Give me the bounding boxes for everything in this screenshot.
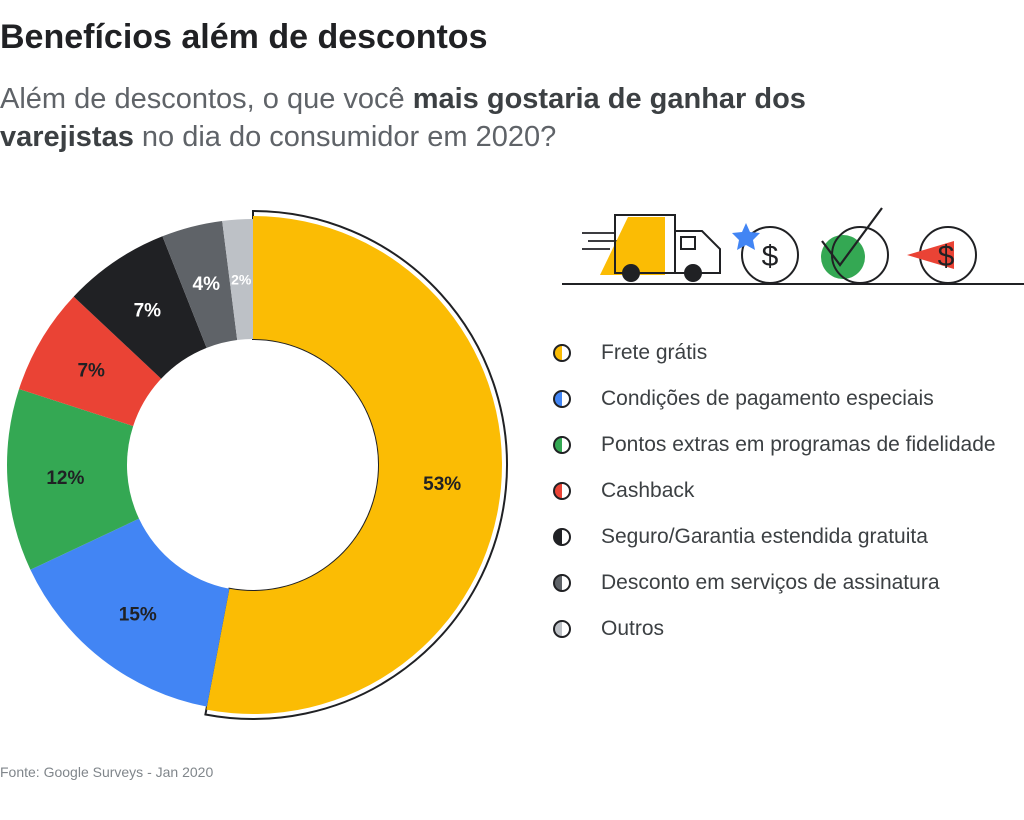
legend-swatch [553,528,571,546]
svg-text:$: $ [938,240,955,273]
donut-chart: 53% 15% 12% 7% 7% 4% 2% [7,209,508,720]
legend-label: Frete grátis [601,341,708,364]
legend-item: Frete grátis [553,330,996,376]
chart-title: Benefícios além de descontos [0,18,488,56]
slice-condicoes-pagamento [30,518,230,707]
legend-label: Outros [601,617,665,640]
legend-label: Pontos extras em programas de fidelidade [601,433,996,456]
data-label-frete-gratis: 53% [423,474,461,495]
slice-pontos-extras [7,388,139,570]
delivery-truck-icon [582,214,721,282]
benefits-icons: $ $ [562,207,1024,285]
legend-item: Condições de pagamento especiais [553,376,996,422]
data-label-pontos-extras: 12% [46,468,84,489]
checkmark-icon [821,207,889,284]
legend-item: Pontos extras em programas de fidelidade [553,422,996,468]
legend-swatch [553,390,571,408]
slice-frete-gratis [206,216,502,714]
slice-seguro-garantia [73,236,207,379]
star-dollar-icon: $ [732,223,799,284]
legend-swatch [553,436,571,454]
data-label-outros: 2% [231,271,252,287]
legend-item: Outros [553,606,996,652]
legend-swatch [553,574,571,592]
legend-label: Seguro/Garantia estendida gratuita [601,525,928,548]
legend-item: Seguro/Garantia estendida gratuita [553,514,996,560]
data-label-cashback: 7% [77,360,105,381]
arrow-dollar-icon: $ [907,226,977,284]
legend-label: Desconto em serviços de assinatura [601,571,940,594]
legend-swatch [553,482,571,500]
legend-swatch [553,344,571,362]
legend-item: Cashback [553,468,996,514]
legend-label: Condições de pagamento especiais [601,387,934,410]
slice-desconto-assinatura [162,220,238,348]
legend-label: Cashback [601,479,695,502]
data-label-condicoes-pagamento: 15% [119,605,157,626]
source-note: Fonte: Google Surveys - Jan 2020 [0,764,214,780]
data-label-desconto-assinatura: 4% [193,274,221,295]
chart-legend: Frete grátis Condições de pagamento espe… [553,330,996,652]
chart-subtitle: Além de descontos, o que você mais gosta… [0,83,806,153]
data-label-seguro-garantia: 7% [134,301,162,322]
legend-item: Desconto em serviços de assinatura [553,560,996,606]
svg-text:$: $ [762,240,779,273]
slice-outros [222,219,253,340]
slice-cashback [19,296,162,427]
legend-swatch [553,620,571,638]
